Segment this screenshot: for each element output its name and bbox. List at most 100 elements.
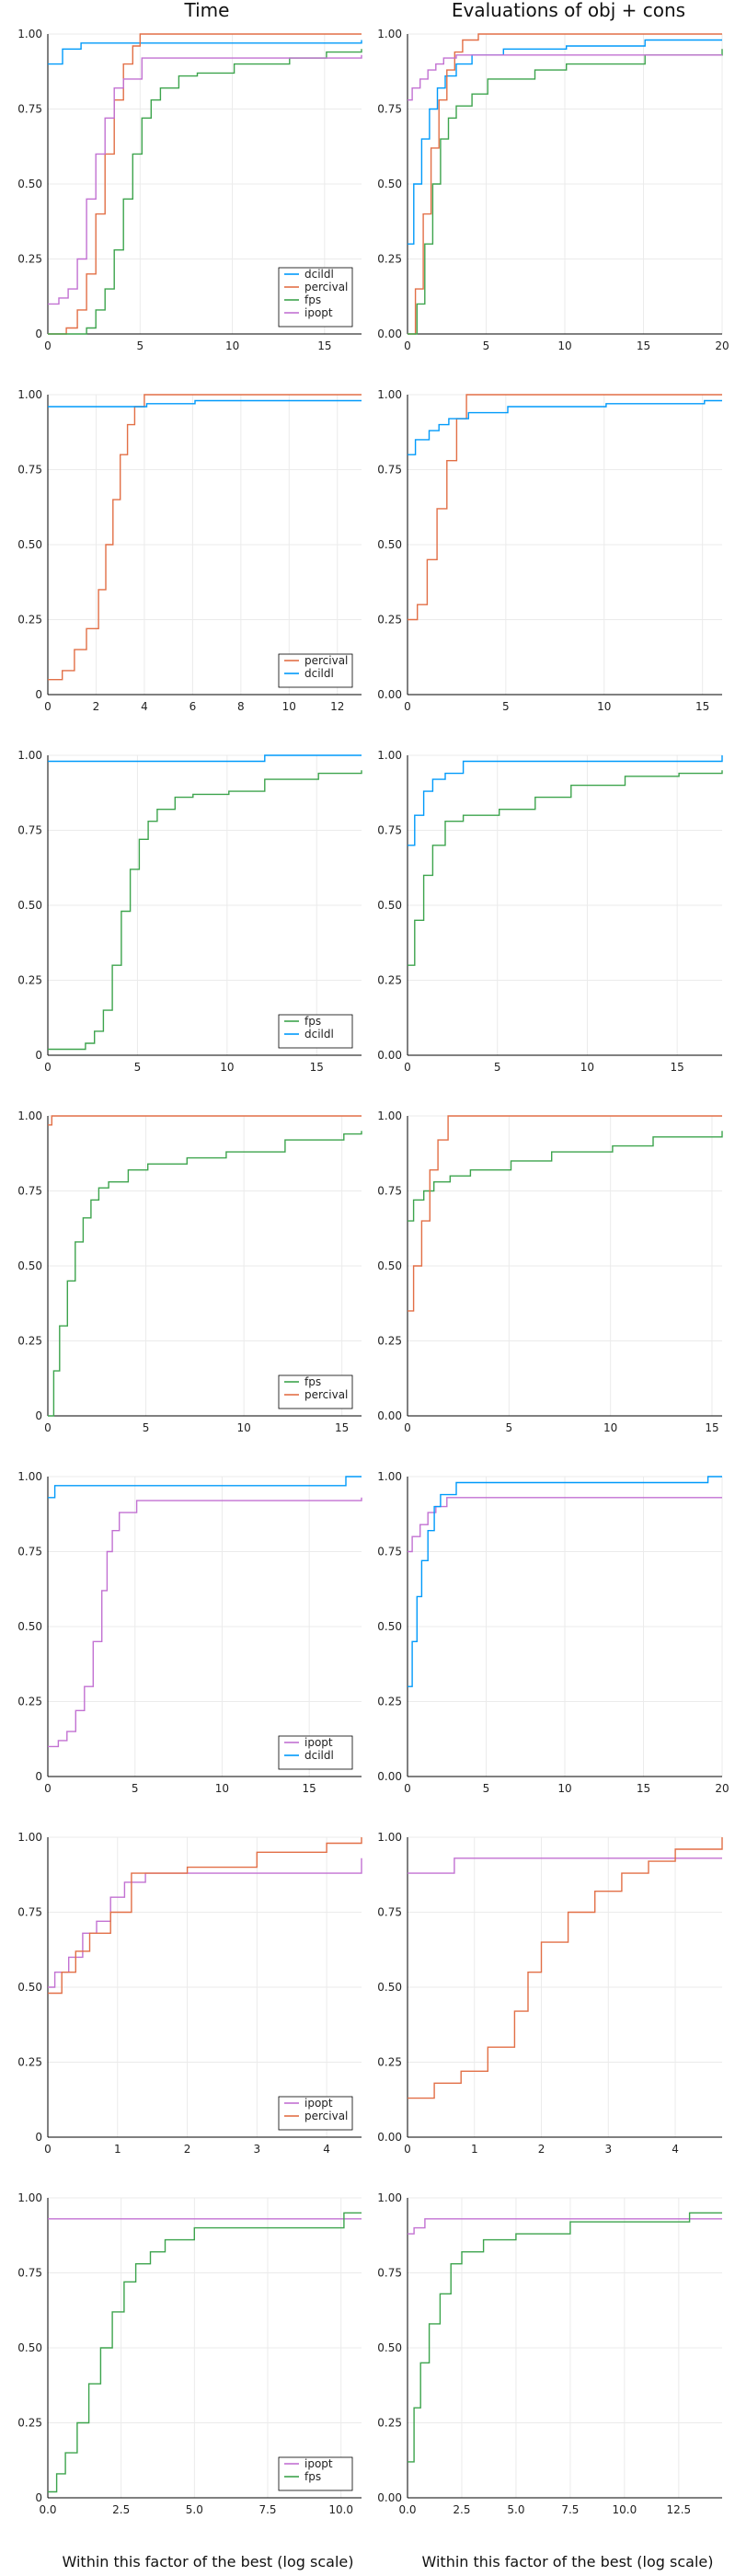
x-axis-title-right: Within this factor of the best (log scal… (422, 2553, 714, 2570)
x-tick-label: 12.5 (666, 2503, 691, 2516)
x-tick-label: 0.0 (398, 2503, 416, 2516)
x-tick-label: 1 (471, 2143, 478, 2156)
y-tick-label: 0.25 (377, 2417, 402, 2430)
y-tick-label: 0 (35, 1770, 42, 1783)
y-tick-label: 0.75 (377, 1546, 402, 1558)
x-tick-label: 0 (404, 700, 411, 713)
x-tick-label: 5 (143, 1421, 150, 1434)
series-line-dcildl (48, 754, 362, 763)
legend-label-fps: fps (304, 1375, 321, 1388)
x-tick-label: 10 (557, 339, 571, 352)
y-tick-label: 1.00 (377, 1110, 402, 1122)
series-line-fps (48, 49, 362, 335)
series-line-fps (408, 1131, 723, 1222)
y-tick-label: 0.25 (377, 1696, 402, 1708)
x-tick-label: 0 (44, 700, 52, 713)
x-tick-label: 0 (44, 2143, 52, 2156)
y-tick-label: 0.00 (377, 1409, 402, 1422)
column-title-time: Time (184, 0, 230, 21)
x-tick-label: 0 (404, 1061, 411, 1074)
x-tick-label: 7.5 (258, 2503, 276, 2516)
x-tick-label: 15 (705, 1421, 718, 1434)
legend-label-percival: percival (304, 654, 348, 667)
series-line-percival (48, 394, 362, 681)
subplot-13: 0.0 2.5 5.0 7.5 10.0 0 0.25 0.50 0.75 1.00 ipoptfp… (17, 2191, 362, 2516)
series-line-dcildl (408, 1476, 722, 1687)
x-tick-label: 15 (310, 1061, 324, 1074)
y-tick-label: 0.50 (377, 1259, 402, 1272)
x-tick-label: 0 (404, 339, 411, 352)
y-tick-label: 1.00 (17, 1831, 42, 1844)
y-tick-label: 0 (35, 1049, 42, 1062)
subplot-1: 0 5 10 15 0 0.25 0.50 0.75 1.00 dcildlpercivalfps… (17, 28, 362, 352)
y-tick-label: 0.75 (17, 1546, 42, 1558)
x-tick-label: 15 (303, 1782, 316, 1795)
x-tick-label: 0.0 (39, 2503, 56, 2516)
legend-label-dcildl: dcildl (304, 268, 334, 281)
legend-box (278, 2096, 353, 2131)
legend-label-fps: fps (304, 1015, 321, 1028)
x-tick-label: 20 (715, 339, 729, 352)
y-tick-label: 0.50 (17, 1981, 42, 1994)
series-line-dcildl (48, 40, 362, 65)
series-line-fps (408, 2212, 722, 2463)
legend-box (278, 2456, 353, 2491)
y-tick-label: 1.00 (377, 1470, 402, 1483)
x-tick-label: 10 (557, 1782, 571, 1795)
series-line-percival (408, 1115, 722, 1312)
subplot-2: 0 5 10 15 20 0.00 0.25 0.50 0.75 1.00 (377, 28, 729, 352)
x-tick-label: 10 (225, 339, 239, 352)
y-tick-label: 0.50 (377, 899, 402, 912)
y-tick-label: 0.00 (377, 2491, 402, 2504)
x-tick-label: 2.5 (453, 2503, 470, 2516)
series-line-ipopt (408, 2218, 722, 2235)
y-tick-label: 0.50 (377, 538, 402, 551)
y-tick-label: 0.25 (17, 253, 42, 266)
x-tick-label: 10.0 (613, 2503, 637, 2516)
y-tick-label: 1.00 (17, 28, 42, 40)
y-tick-label: 0.50 (377, 178, 402, 190)
y-tick-label: 0.75 (377, 103, 402, 116)
series-line-ipopt (48, 54, 362, 305)
series-line-dcildl (408, 39, 722, 245)
series-line-percival (408, 1837, 723, 2099)
x-tick-label: 10 (236, 1421, 250, 1434)
y-tick-label: 0.50 (377, 2341, 402, 2354)
subplot-12: 0 1 2 3 4 0.00 0.25 0.50 0.75 1.00 (377, 1831, 723, 2156)
x-tick-label: 0 (44, 1421, 52, 1434)
y-tick-label: 0.25 (17, 974, 42, 987)
y-tick-label: 1.00 (17, 1470, 42, 1483)
x-tick-label: 4 (141, 700, 148, 713)
x-tick-label: 5.0 (186, 2503, 203, 2516)
y-tick-label: 0.25 (17, 2417, 42, 2430)
y-tick-label: 0.50 (17, 899, 42, 912)
legend-label-dcildl: dcildl (304, 1028, 334, 1041)
y-tick-label: 0.75 (377, 2267, 402, 2280)
y-tick-label: 1.00 (377, 2191, 402, 2204)
y-tick-label: 0.75 (377, 1906, 402, 1919)
x-axis-title-left: Within this factor of the best (log scal… (63, 2553, 354, 2570)
y-tick-label: 0 (35, 1409, 42, 1422)
y-tick-label: 0.75 (377, 464, 402, 477)
y-tick-label: 0.25 (17, 614, 42, 627)
x-tick-label: 10 (597, 700, 611, 713)
y-tick-label: 0.00 (377, 688, 402, 701)
y-tick-label: 1.00 (377, 749, 402, 762)
x-tick-label: 5 (506, 1421, 513, 1434)
y-tick-label: 0.00 (377, 1049, 402, 1062)
series-line-fps (408, 770, 723, 966)
legend-label-dcildl: dcildl (304, 667, 334, 680)
x-tick-label: 5.0 (507, 2503, 524, 2516)
series-line-dcildl (408, 755, 723, 846)
y-tick-label: 0.75 (377, 1185, 402, 1198)
legend-label-fps: fps (304, 2470, 321, 2483)
series-line-fps (48, 1131, 362, 1417)
x-tick-label: 10 (580, 1061, 594, 1074)
x-tick-label: 2 (93, 700, 100, 713)
y-tick-label: 1.00 (17, 388, 42, 401)
